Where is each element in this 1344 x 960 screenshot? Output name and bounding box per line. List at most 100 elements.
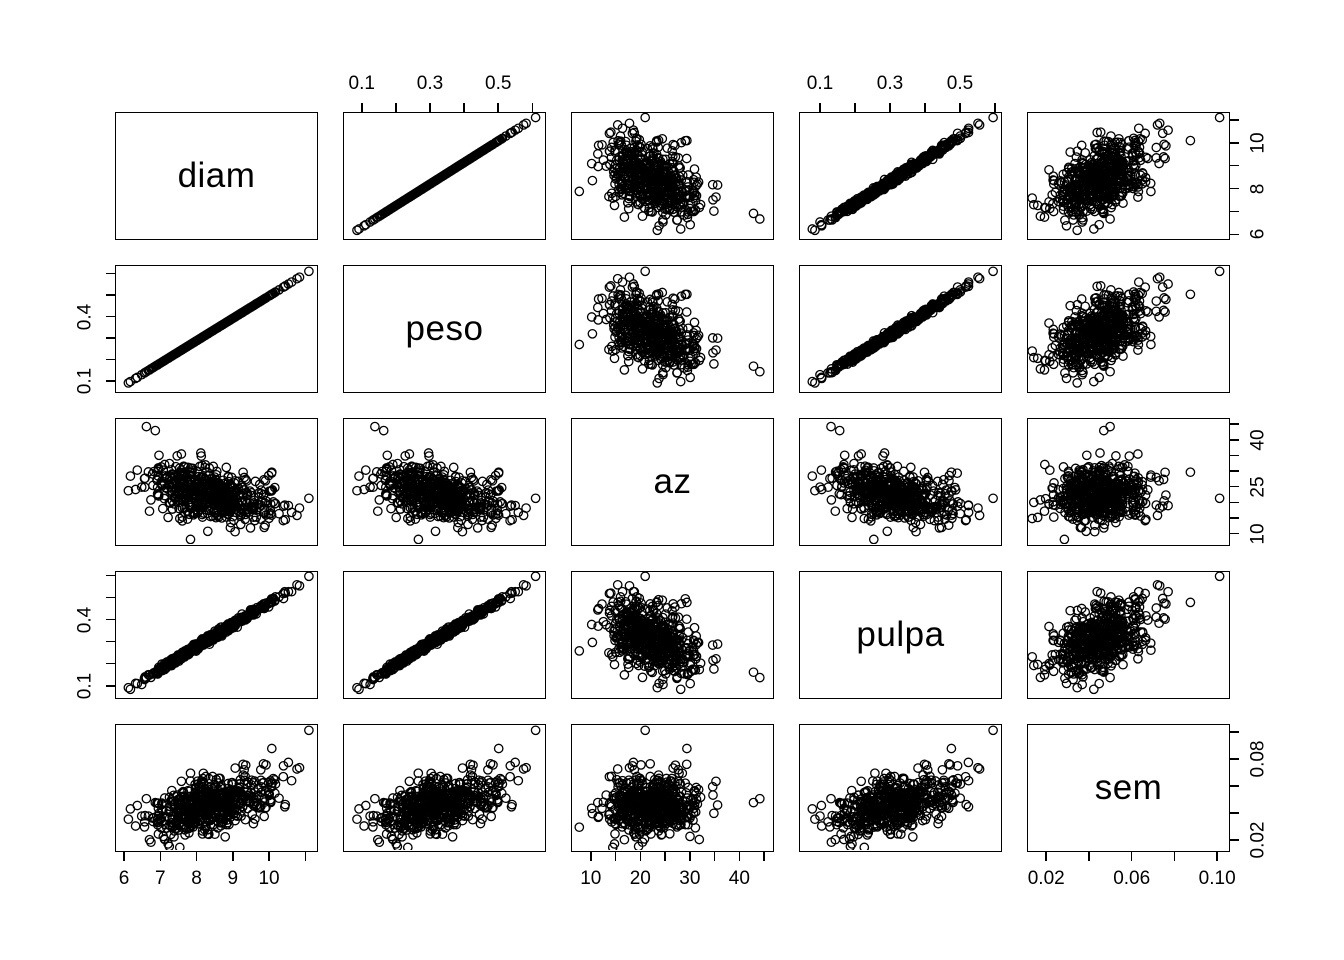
axis-tick (1230, 533, 1239, 535)
diagonal-panel-sem: sem (1027, 724, 1230, 852)
axis-tick (106, 597, 115, 599)
scatter-panel-pulpa-vs-peso (343, 571, 546, 699)
axis-tick (994, 103, 996, 112)
scatter-panel-az-vs-pulpa (799, 418, 1002, 546)
scatter-panel-diam-vs-peso (343, 112, 546, 240)
scatter-point-path (1028, 572, 1224, 693)
diagonal-panel-az: az (571, 418, 774, 546)
scatter-panel-pulpa-vs-diam (115, 571, 318, 699)
axis-tick (106, 294, 115, 296)
scatter-point-path (575, 726, 764, 850)
scatter-points (572, 572, 772, 697)
axis-tick-label: 10 (1249, 132, 1270, 153)
scatter-points (1028, 572, 1228, 697)
axis-tick (1230, 188, 1239, 190)
axis-tick (1230, 234, 1239, 236)
scatter-point-path (575, 113, 764, 234)
scatter-point-path (575, 572, 764, 693)
axis-tick (429, 103, 431, 112)
axis-tick-label: 0.1 (349, 74, 375, 95)
axis-tick (123, 852, 125, 861)
scatter-point-path (124, 572, 313, 693)
axis-tick-label: 10 (1249, 523, 1270, 544)
scatter-panel-pulpa-vs-az (571, 571, 774, 699)
axis-tick (739, 852, 741, 861)
scatter-panel-peso-vs-pulpa (799, 265, 1002, 393)
scatter-points (1028, 266, 1228, 391)
scatter-panel-peso-vs-sem (1027, 265, 1230, 393)
axis-tick (106, 380, 115, 382)
scatter-panel-diam-vs-az (571, 112, 774, 240)
scatter-points (800, 113, 1000, 238)
axis-tick (106, 685, 115, 687)
scatter-panel-az-vs-diam (115, 418, 318, 546)
axis-tick (106, 337, 115, 339)
scatter-points (116, 572, 316, 697)
scatter-point-path (353, 113, 540, 234)
axis-tick-label: 0.3 (417, 74, 443, 95)
scatter-points (800, 725, 1000, 850)
axis-tick (1088, 852, 1090, 861)
axis-tick (1230, 119, 1239, 121)
scatter-panel-sem-vs-pulpa (799, 724, 1002, 852)
variable-label: pulpa (800, 572, 1001, 698)
axis-tick-label: 25 (1249, 476, 1270, 497)
axis-tick (1230, 470, 1239, 472)
axis-tick-label: 0.4 (76, 303, 97, 329)
scatter-point-path (575, 267, 764, 387)
scatter-point-path (808, 726, 997, 850)
scatter-point-path (1028, 113, 1224, 234)
axis-tick (819, 103, 821, 112)
scatter-panel-peso-vs-diam (115, 265, 318, 393)
axis-tick (924, 103, 926, 112)
axis-tick (106, 641, 115, 643)
axis-tick (361, 103, 363, 112)
scatter-panel-az-vs-sem (1027, 418, 1230, 546)
axis-tick (1230, 486, 1239, 488)
scatter-points (1028, 113, 1228, 238)
scatter-point-path (1028, 422, 1224, 543)
scatter-point-path (124, 726, 313, 850)
scatter-panel-diam-vs-sem (1027, 112, 1230, 240)
axis-tick (395, 103, 397, 112)
axis-tick-label: 40 (729, 869, 750, 890)
scatter-points (572, 725, 772, 850)
axis-tick-label: 0.4 (76, 606, 97, 632)
axis-tick (497, 103, 499, 112)
axis-tick (106, 316, 115, 318)
axis-tick (106, 273, 115, 275)
axis-tick (1045, 852, 1047, 861)
axis-tick (106, 575, 115, 577)
axis-tick (1230, 502, 1239, 504)
scatter-panel-sem-vs-az (571, 724, 774, 852)
axis-tick (1230, 839, 1239, 841)
scatter-point-path (808, 267, 997, 387)
axis-tick (106, 663, 115, 665)
axis-tick-label: 8 (191, 869, 202, 890)
axis-tick (1230, 517, 1239, 519)
axis-tick (1230, 758, 1239, 760)
scatter-point-path (353, 572, 540, 693)
axis-tick-label: 0.02 (1249, 821, 1270, 858)
axis-tick-label: 10 (580, 869, 601, 890)
axis-tick (532, 103, 534, 112)
axis-tick-label: 6 (119, 869, 130, 890)
axis-tick (160, 852, 162, 861)
axis-tick (1230, 142, 1239, 144)
axis-tick (689, 852, 691, 861)
axis-tick (615, 852, 617, 861)
diagonal-panel-pulpa: pulpa (799, 571, 1002, 699)
axis-tick (1230, 211, 1239, 213)
scatter-panel-diam-vs-pulpa (799, 112, 1002, 240)
axis-tick (232, 852, 234, 861)
axis-tick-label: 30 (679, 869, 700, 890)
axis-tick-label: 0.10 (1199, 869, 1236, 890)
axis-tick (763, 852, 765, 861)
axis-tick (959, 103, 961, 112)
diagonal-panel-diam: diam (115, 112, 318, 240)
axis-tick (854, 103, 856, 112)
variable-label: sem (1028, 725, 1229, 851)
axis-tick-label: 0.1 (76, 673, 97, 699)
axis-tick (1230, 731, 1239, 733)
axis-tick (463, 103, 465, 112)
